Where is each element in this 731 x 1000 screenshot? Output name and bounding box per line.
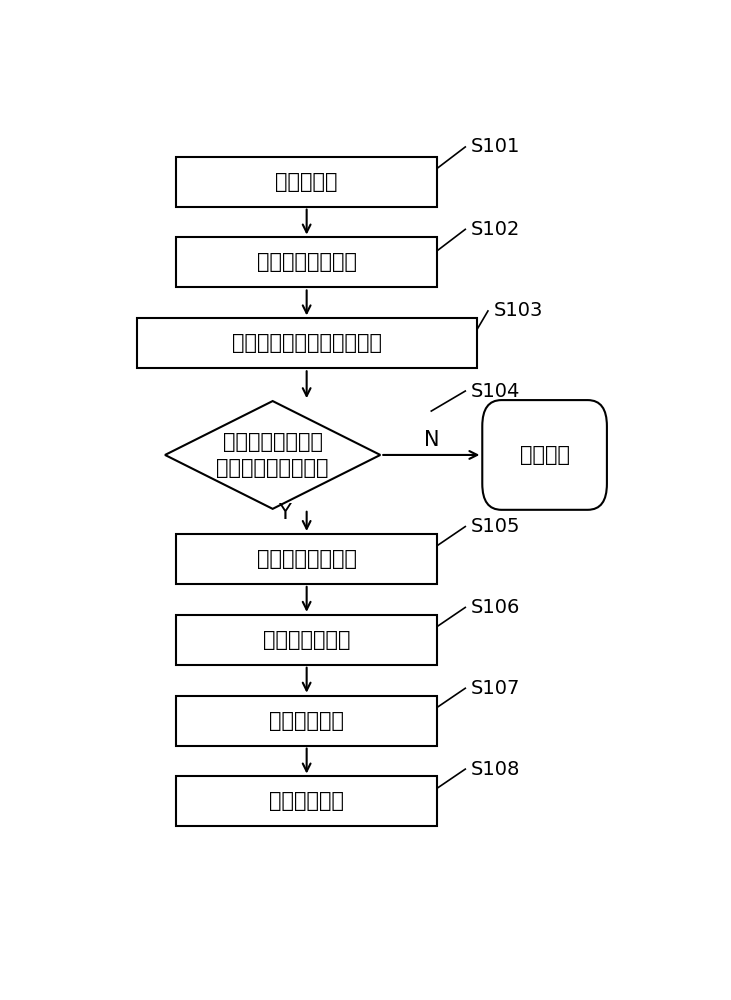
FancyBboxPatch shape <box>176 237 437 287</box>
FancyBboxPatch shape <box>176 696 437 746</box>
FancyBboxPatch shape <box>482 400 607 510</box>
Text: S106: S106 <box>471 598 520 617</box>
Text: 确定绕行移动范围: 确定绕行移动范围 <box>257 549 357 569</box>
Text: 生成绕行可行点: 生成绕行可行点 <box>263 630 350 650</box>
Text: 绕行路径映射: 绕行路径映射 <box>269 791 344 811</box>
Text: S102: S102 <box>471 220 520 239</box>
Text: S103: S103 <box>493 301 543 320</box>
Text: 任意一侧行进空间
宽度大于机器人半径: 任意一侧行进空间 宽度大于机器人半径 <box>216 432 329 478</box>
FancyBboxPatch shape <box>176 615 437 665</box>
Text: N: N <box>423 430 439 450</box>
Text: S107: S107 <box>471 679 520 698</box>
Text: 停止前进: 停止前进 <box>520 445 569 465</box>
FancyBboxPatch shape <box>176 157 437 207</box>
Text: 障碍物边界和行进空间检测: 障碍物边界和行进空间检测 <box>232 333 382 353</box>
Text: 障碍物检测: 障碍物检测 <box>276 172 338 192</box>
Text: 获取局部环境地图: 获取局部环境地图 <box>257 252 357 272</box>
FancyBboxPatch shape <box>176 534 437 584</box>
Text: Y: Y <box>278 503 290 523</box>
Polygon shape <box>165 401 380 509</box>
Text: S104: S104 <box>471 382 520 401</box>
FancyBboxPatch shape <box>176 776 437 826</box>
FancyBboxPatch shape <box>137 318 477 368</box>
Text: S108: S108 <box>471 760 520 779</box>
Text: S105: S105 <box>471 517 520 536</box>
Text: 生成绕行路径: 生成绕行路径 <box>269 711 344 731</box>
Text: S101: S101 <box>471 137 520 156</box>
